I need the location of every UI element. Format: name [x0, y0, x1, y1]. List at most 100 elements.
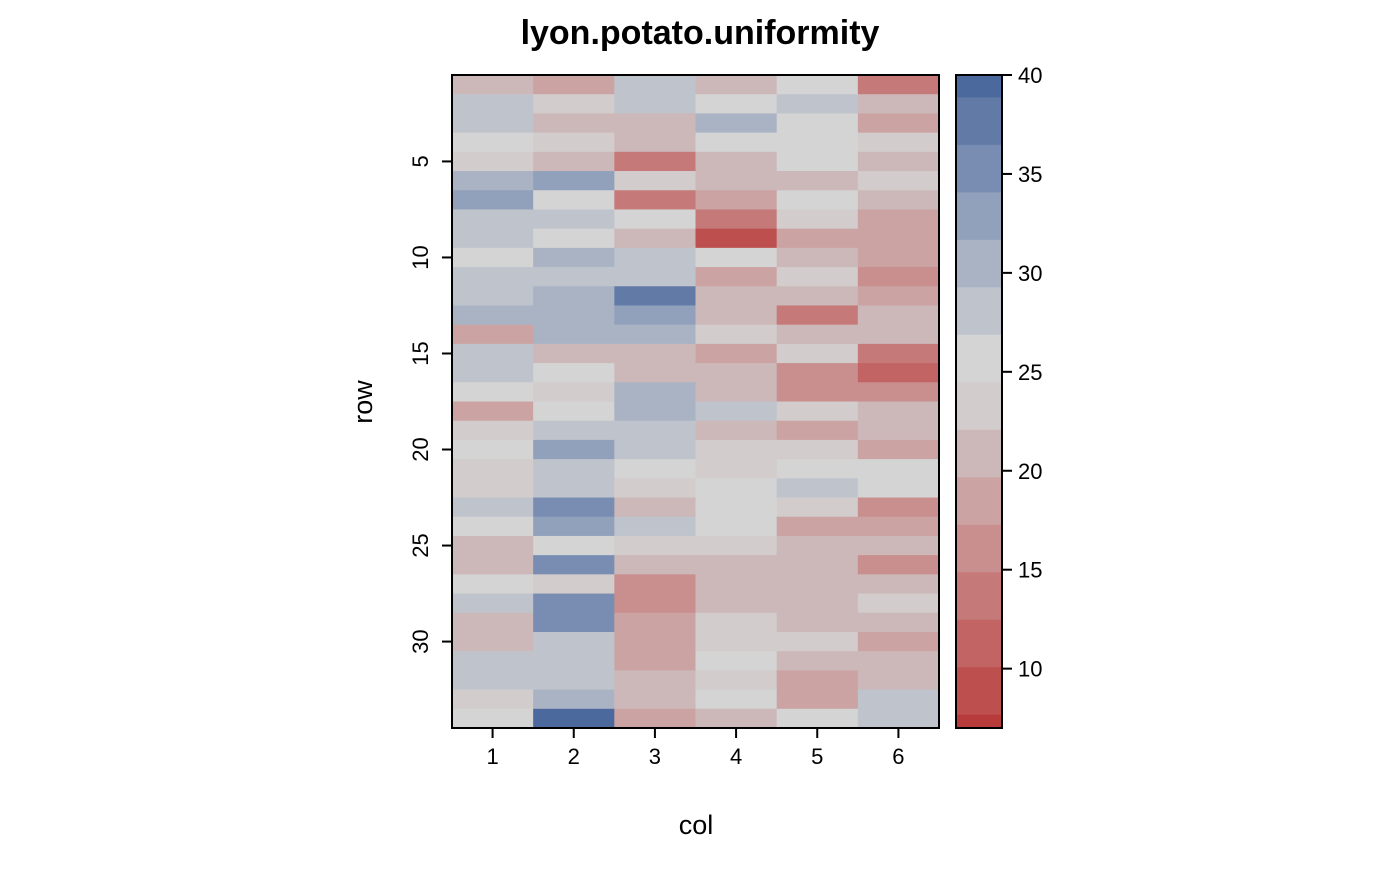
- heatmap-cell: [452, 286, 534, 307]
- colorbar-swatch: [956, 476, 1002, 525]
- heatmap-cell: [533, 286, 615, 307]
- heatmap-cell: [695, 171, 778, 191]
- heatmap-cell: [614, 478, 697, 499]
- x-tick-label: 6: [892, 744, 904, 769]
- heatmap-cell: [533, 305, 615, 326]
- colorbar-frame: [955, 74, 1003, 729]
- heatmap-cell: [614, 651, 697, 671]
- heatmap-cell: [533, 75, 615, 95]
- heatmap-cell: [857, 209, 940, 230]
- heatmap-cell: [776, 708, 859, 729]
- heatmap-cell: [614, 555, 697, 575]
- colorbar-tick-label: 35: [1018, 162, 1042, 187]
- y-tick-label: 10: [408, 245, 433, 269]
- heatmap-cell: [452, 171, 534, 191]
- heatmap-cell: [857, 75, 940, 95]
- colorbar-tick-label: 20: [1018, 459, 1042, 484]
- heatmap-cell: [452, 363, 534, 383]
- heatmap-cell: [695, 305, 778, 326]
- heatmap-cell: [857, 267, 940, 287]
- heatmap-cell: [857, 670, 940, 691]
- heatmap-cell: [776, 420, 859, 441]
- heatmap-cell: [776, 497, 859, 518]
- heatmap-cell: [776, 171, 859, 191]
- heatmap-cell: [452, 593, 534, 614]
- heatmap-cell: [452, 401, 534, 422]
- heatmap-cell: [614, 305, 697, 326]
- heatmap-cell: [533, 478, 615, 499]
- heatmap-cell: [614, 247, 697, 268]
- heatmap-cell: [695, 363, 778, 383]
- heatmap-cell: [614, 516, 697, 537]
- heatmap-cell: [695, 612, 778, 633]
- heatmap-cell: [695, 228, 778, 249]
- heatmap-cell: [452, 689, 534, 710]
- heatmap-cell: [614, 363, 697, 383]
- heatmap-cell: [857, 478, 940, 499]
- heatmap-cell: [533, 363, 615, 383]
- heatmap-cell: [857, 228, 940, 249]
- heatmap-cell: [614, 535, 697, 556]
- heatmap-cell: [776, 151, 859, 172]
- heatmap-cell: [452, 420, 534, 441]
- heatmap-cell: [695, 209, 778, 230]
- heatmap-cell: [857, 151, 940, 172]
- y-tick-label: 5: [408, 155, 433, 167]
- heatmap-cell: [533, 401, 615, 422]
- heatmap-cell: [776, 670, 859, 691]
- heatmap-cell: [857, 305, 940, 326]
- colorbar-swatch: [956, 666, 1002, 715]
- heatmap-cell: [695, 382, 778, 403]
- heatmap-cell: [695, 75, 778, 95]
- colorbar-swatch: [956, 334, 1002, 383]
- colorbar-swatch: [956, 381, 1002, 430]
- heatmap-cell: [776, 209, 859, 230]
- heatmap-cell: [776, 343, 859, 364]
- heatmap-cell: [695, 535, 778, 556]
- colorbar-swatch: [956, 144, 1002, 193]
- heatmap-cell: [857, 343, 940, 364]
- heatmap-cell: [533, 497, 615, 518]
- x-tick-label: 3: [649, 744, 661, 769]
- heatmap-cell: [614, 267, 697, 287]
- heatmap-cell: [776, 113, 859, 134]
- heatmap-cell: [614, 439, 697, 460]
- heatmap-cell: [857, 171, 940, 191]
- heatmap-cell: [776, 75, 859, 95]
- colorbar-axis: 10 15 20 25 30 35 40: [1002, 63, 1042, 682]
- heatmap-cell: [614, 382, 697, 403]
- heatmap-cell: [857, 555, 940, 575]
- heatmap-cell: [533, 439, 615, 460]
- y-tick-label: 20: [408, 437, 433, 461]
- heatmap-cell: [695, 94, 778, 115]
- heatmap-cells: [452, 75, 940, 729]
- colorbar-tick-label: 15: [1018, 558, 1042, 583]
- heatmap-cell: [452, 651, 534, 671]
- heatmap-cell: [776, 401, 859, 422]
- colorbar-swatch: [956, 96, 1002, 145]
- heatmap-cell: [776, 574, 859, 595]
- heatmap-cell: [776, 286, 859, 307]
- heatmap-cell: [614, 94, 697, 115]
- heatmap-cell: [776, 478, 859, 499]
- heatmap-cell: [533, 247, 615, 268]
- heatmap-cell: [857, 535, 940, 556]
- heatmap-cell: [695, 190, 778, 211]
- heatmap-cell: [857, 363, 940, 383]
- heatmap-cell: [614, 171, 697, 191]
- colorbar-swatch: [956, 286, 1002, 335]
- heatmap-cell: [614, 228, 697, 249]
- y-axis: 5 10 15 20 25 30: [408, 155, 452, 654]
- heatmap-cell: [452, 478, 534, 499]
- heatmap-cell: [776, 228, 859, 249]
- heatmap-cell: [857, 286, 940, 307]
- heatmap-cell: [695, 324, 778, 345]
- heatmap-cell: [857, 497, 940, 518]
- heatmap-cell: [695, 555, 778, 575]
- heatmap-cell: [452, 516, 534, 537]
- colorbar-tick-label: 30: [1018, 261, 1042, 286]
- heatmap-cell: [452, 555, 534, 575]
- heatmap-cell: [695, 343, 778, 364]
- heatmap-cell: [533, 324, 615, 345]
